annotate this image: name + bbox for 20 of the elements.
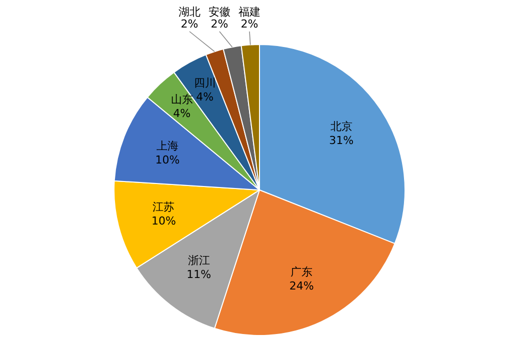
data-label: 10% bbox=[155, 153, 180, 166]
slice-label: 浙江 bbox=[188, 254, 210, 268]
slice-label: 北京 bbox=[330, 120, 352, 134]
slice-label: 福建 bbox=[238, 5, 260, 18]
data-label: 2% bbox=[210, 17, 228, 30]
data-label: 24% bbox=[289, 279, 314, 292]
slice-label: 山东 bbox=[170, 93, 193, 106]
data-label: 10% bbox=[151, 214, 176, 228]
slice-label: 上海 bbox=[156, 139, 179, 152]
slice-label: 四川 bbox=[194, 76, 216, 90]
data-label: 2% bbox=[180, 17, 198, 30]
slice-label: 湖北 bbox=[178, 5, 200, 18]
data-label: 2% bbox=[240, 17, 258, 30]
slice-label: 广东 bbox=[290, 265, 313, 278]
slice-label: 安徽 bbox=[208, 5, 230, 18]
data-label: 31% bbox=[329, 134, 354, 148]
data-label: 4% bbox=[196, 90, 214, 104]
data-label: 4% bbox=[173, 107, 191, 120]
slice-label: 江苏 bbox=[152, 200, 175, 214]
data-label: 11% bbox=[186, 268, 212, 282]
